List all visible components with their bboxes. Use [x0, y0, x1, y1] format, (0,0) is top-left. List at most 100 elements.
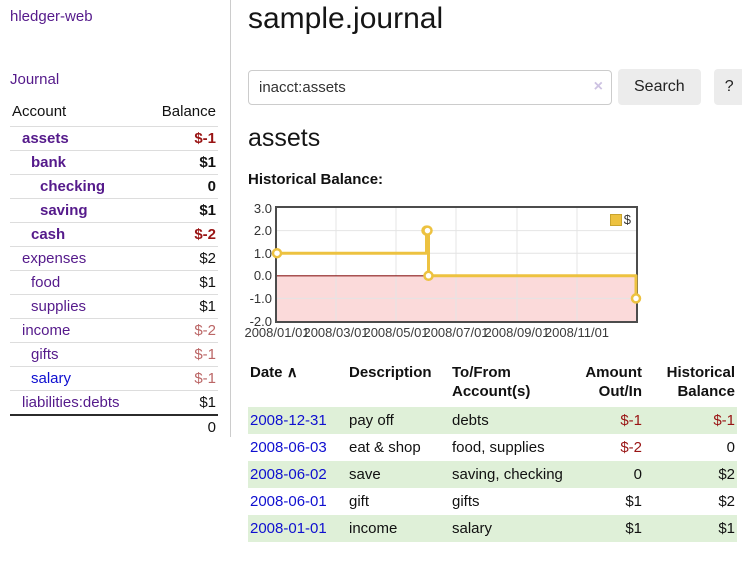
- account-row: salary $-1: [10, 366, 218, 391]
- x-axis-tick-label: 2008/09/01: [484, 325, 550, 340]
- account-row: expenses $2: [10, 246, 218, 271]
- x-axis-tick-label: 2008/07/01: [423, 325, 489, 340]
- transaction-balance: $2: [718, 466, 735, 483]
- y-axis-tick-label: 3.0: [253, 200, 272, 216]
- y-axis-tick-label: 0.0: [253, 268, 272, 284]
- account-balance: $-2: [194, 226, 216, 243]
- transaction-date-link[interactable]: 2008-06-03: [250, 439, 327, 456]
- transaction-accounts: debts: [452, 412, 489, 429]
- transaction-date-link[interactable]: 2008-06-02: [250, 466, 327, 483]
- transaction-accounts: gifts: [452, 493, 480, 510]
- x-axis-tick-label: 2008/05/01: [363, 325, 429, 340]
- account-row: bank $1: [10, 150, 218, 175]
- register-table: Date ∧ Description To/From Account(s) Am…: [248, 360, 737, 542]
- y-axis-tick-label: 1.0: [253, 245, 272, 261]
- account-link-income[interactable]: income: [22, 322, 71, 339]
- accounts-table: Account Balance assets $-1 bank $1 check…: [10, 100, 218, 439]
- transaction-description: income: [349, 520, 398, 537]
- account-link-cash[interactable]: cash: [31, 226, 66, 243]
- legend-label: $: [623, 212, 631, 227]
- app-title-link[interactable]: hledger-web: [10, 8, 93, 25]
- account-link-checking[interactable]: checking: [40, 178, 106, 195]
- transaction-description: pay off: [349, 412, 394, 429]
- accounts-column-header: To/From Account(s): [452, 364, 531, 400]
- sort-ascending-icon: ∧: [286, 364, 298, 381]
- account-balance: $-1: [194, 370, 216, 387]
- transaction-amount: $1: [625, 520, 642, 537]
- legend-swatch-icon: [609, 213, 622, 226]
- date-column-header[interactable]: Date ∧: [250, 364, 298, 381]
- transaction-description: save: [349, 466, 381, 483]
- page-title: sample.journal: [248, 2, 444, 35]
- account-link-expenses[interactable]: expenses: [22, 250, 87, 267]
- search-input[interactable]: [248, 69, 612, 105]
- x-axis-tick-label: 2008/11/01: [544, 325, 610, 340]
- account-balance: $1: [199, 202, 216, 219]
- description-column-header: Description: [349, 364, 432, 381]
- account-balance: $-1: [194, 346, 216, 363]
- accounts-total-row: 0: [10, 414, 218, 439]
- x-axis-tick-label: 2008/03/01: [303, 325, 369, 340]
- account-row: food $1: [10, 270, 218, 295]
- chart-title: Historical Balance:: [248, 171, 384, 188]
- amount-column-header: Amount Out/In: [585, 364, 642, 400]
- search-form: × Search ?: [248, 69, 742, 105]
- transaction-amount: 0: [633, 466, 642, 483]
- chart-y-axis: 3.0 2.0 1.0 0.0 -1.0 -2.0: [248, 201, 272, 329]
- account-row: income $-2: [10, 318, 218, 343]
- x-axis-tick-label: 2008/01/01: [244, 325, 310, 340]
- y-axis-tick-label: 2.0: [253, 223, 272, 239]
- help-button[interactable]: ?: [713, 69, 742, 105]
- sidebar-item-journal[interactable]: Journal: [10, 71, 60, 88]
- account-balance: $1: [199, 298, 216, 315]
- register-row: 2008-01-01 income salary $1 $1: [248, 515, 737, 542]
- transaction-balance: 0: [726, 439, 735, 456]
- balance-column-header: Balance: [161, 103, 216, 120]
- register-header-row: Date ∧ Description To/From Account(s) Am…: [248, 360, 737, 407]
- account-row: liabilities:debts $1: [10, 390, 218, 415]
- clear-search-icon[interactable]: ×: [593, 77, 603, 95]
- y-axis-tick-label: -1.0: [249, 290, 272, 306]
- account-link-bank[interactable]: bank: [31, 154, 67, 171]
- transaction-date-link[interactable]: 2008-01-01: [250, 520, 327, 537]
- chart-plot-area: $: [271, 206, 642, 323]
- transaction-description: eat & shop: [349, 439, 421, 456]
- balance-column-header: Historical Balance: [666, 364, 735, 400]
- transaction-balance: $1: [718, 520, 735, 537]
- transaction-accounts: salary: [452, 520, 493, 537]
- chart-x-axis: 2008/01/01 2008/03/01 2008/05/01 2008/07/01…: [244, 325, 742, 343]
- account-link-supplies[interactable]: supplies: [31, 298, 87, 315]
- account-row: checking 0: [10, 174, 218, 199]
- transaction-description: gift: [349, 493, 370, 510]
- account-link-saving[interactable]: saving: [40, 202, 88, 219]
- account-balance: $2: [199, 250, 216, 267]
- account-link-assets[interactable]: assets: [22, 130, 69, 147]
- account-row: assets $-1: [10, 126, 218, 151]
- register-row: 2008-06-01 gift gifts $1 $2: [248, 488, 737, 515]
- account-balance: $1: [199, 274, 216, 291]
- account-row: gifts $-1: [10, 342, 218, 367]
- transaction-accounts: saving, checking: [452, 466, 563, 483]
- sidebar: hledger-web Journal Account Balance asse…: [0, 0, 231, 437]
- account-link-gifts[interactable]: gifts: [31, 346, 59, 363]
- account-link-food[interactable]: food: [31, 274, 61, 291]
- transaction-balance: $2: [718, 493, 735, 510]
- y-axis-tick-label: -2.0: [249, 313, 272, 329]
- account-heading: assets: [248, 124, 321, 152]
- transaction-date-link[interactable]: 2008-06-01: [250, 493, 327, 510]
- account-link-salary[interactable]: salary: [31, 370, 72, 387]
- transaction-date-link[interactable]: 2008-12-31: [250, 412, 327, 429]
- account-balance: $1: [199, 154, 216, 171]
- register-row: 2008-06-02 save saving, checking 0 $2: [248, 461, 737, 488]
- register-row: 2008-06-03 eat & shop food, supplies $-2…: [248, 434, 737, 461]
- chart-series-svg: [271, 208, 642, 321]
- accounts-total-value: 0: [207, 418, 216, 436]
- account-row: saving $1: [10, 198, 218, 223]
- account-row: supplies $1: [10, 294, 218, 319]
- account-link-liabilities-debts[interactable]: liabilities:debts: [22, 393, 120, 411]
- account-column-header: Account: [12, 103, 67, 120]
- transaction-accounts: food, supplies: [452, 439, 545, 456]
- register-row: 2008-12-31 pay off debts $-1 $-1: [248, 407, 737, 434]
- search-button[interactable]: Search: [618, 69, 701, 105]
